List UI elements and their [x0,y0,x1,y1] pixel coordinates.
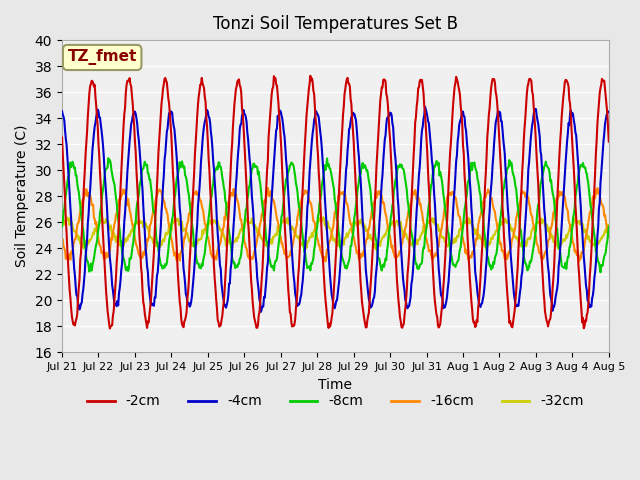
Text: TZ_fmet: TZ_fmet [67,49,137,65]
Y-axis label: Soil Temperature (C): Soil Temperature (C) [15,125,29,267]
Legend: -2cm, -4cm, -8cm, -16cm, -32cm: -2cm, -4cm, -8cm, -16cm, -32cm [81,389,589,414]
Title: Tonzi Soil Temperatures Set B: Tonzi Soil Temperatures Set B [213,15,458,33]
X-axis label: Time: Time [319,377,353,392]
